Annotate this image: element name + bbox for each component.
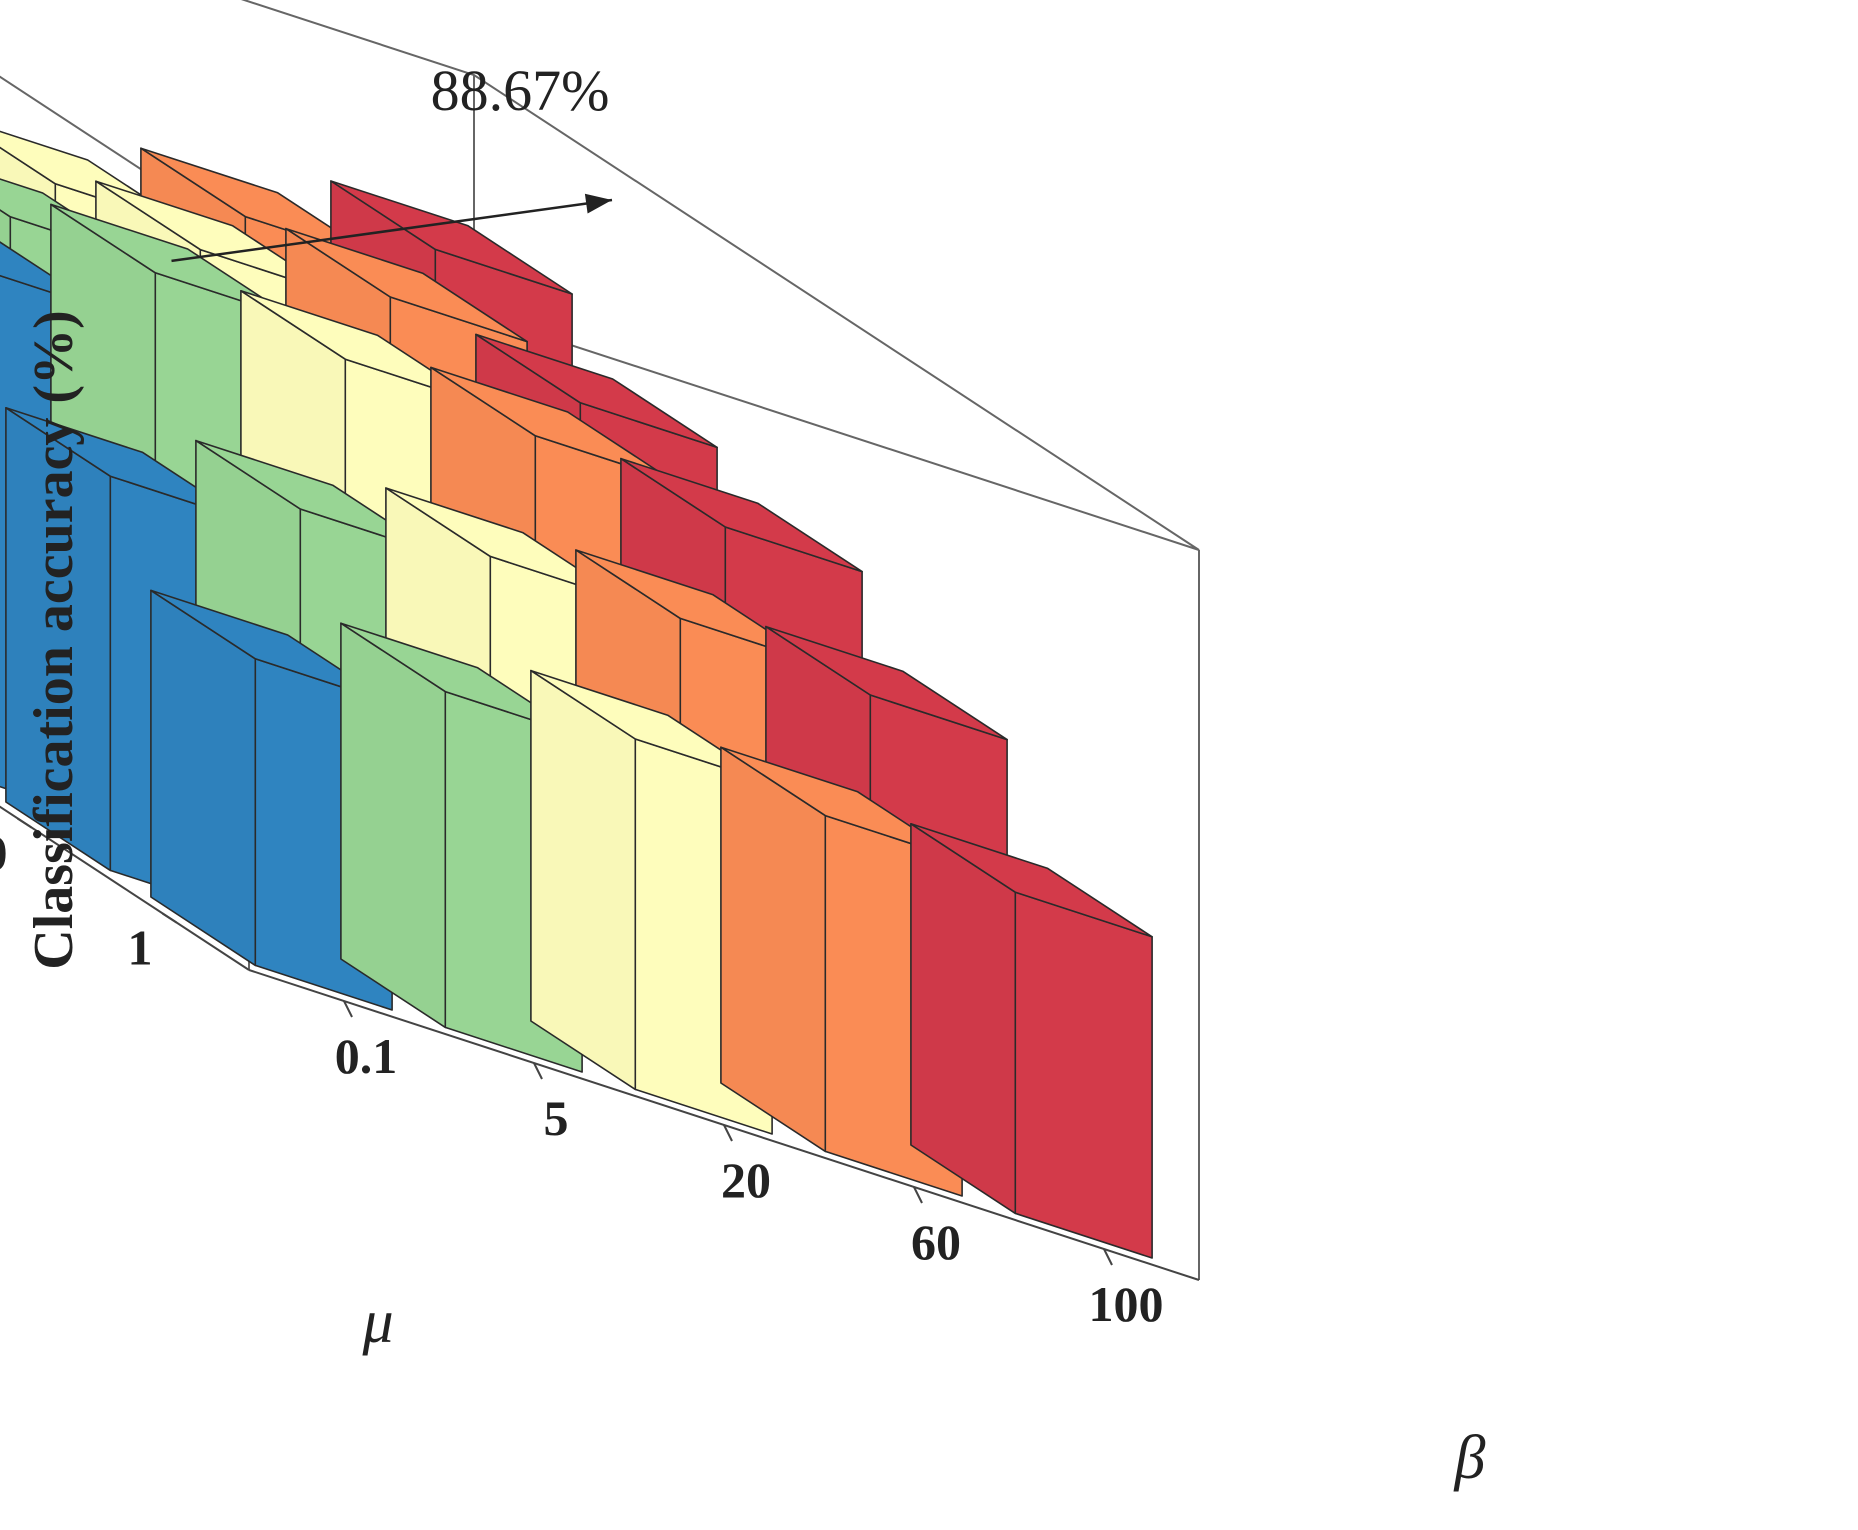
- beta-tick-label: 5: [544, 1090, 569, 1146]
- bar-1-100: [910, 822, 1153, 1259]
- bars-group: [0, 130, 1153, 1259]
- bar-top: [285, 227, 528, 343]
- mu-tick-mark: [16, 817, 33, 829]
- bar-top: [620, 457, 863, 573]
- annotation-arrowhead: [584, 193, 612, 214]
- bar-side: [530, 669, 637, 1091]
- bar-top: [475, 333, 718, 449]
- beta-tick-mark: [1103, 1248, 1113, 1266]
- bar-side: [720, 746, 827, 1153]
- bar-top: [330, 180, 573, 295]
- bar-side: [340, 622, 447, 1029]
- bar-top: [765, 625, 1008, 741]
- beta-axis-title: β: [1454, 1424, 1486, 1492]
- beta-tick-label: 20: [721, 1152, 771, 1208]
- mu-tick-mark: [161, 912, 178, 924]
- beta-tick-label: 100: [1089, 1276, 1164, 1332]
- beta-tick-mark: [343, 1000, 353, 1018]
- annotation-group: 88.67%: [171, 58, 613, 263]
- mu-tick-label: 10: [0, 825, 8, 881]
- bar-front: [1014, 891, 1153, 1259]
- z-axis-title: Classification accuracy (%): [23, 310, 85, 969]
- beta-tick-mark: [533, 1062, 543, 1080]
- annotation-arrow: [171, 198, 613, 263]
- beta-tick-label: 60: [911, 1214, 961, 1270]
- beta-tick-mark: [723, 1124, 733, 1142]
- mu-axis-title: μ: [361, 1288, 393, 1356]
- beta-tick-mark: [913, 1186, 923, 1204]
- floor-mu-edge: [0, 805, 250, 971]
- bar-top: [910, 822, 1153, 938]
- beta-tick-label: 0.1: [335, 1028, 398, 1084]
- mu-tick-label: 1: [128, 920, 153, 976]
- annotation-label: 88.67%: [431, 58, 610, 123]
